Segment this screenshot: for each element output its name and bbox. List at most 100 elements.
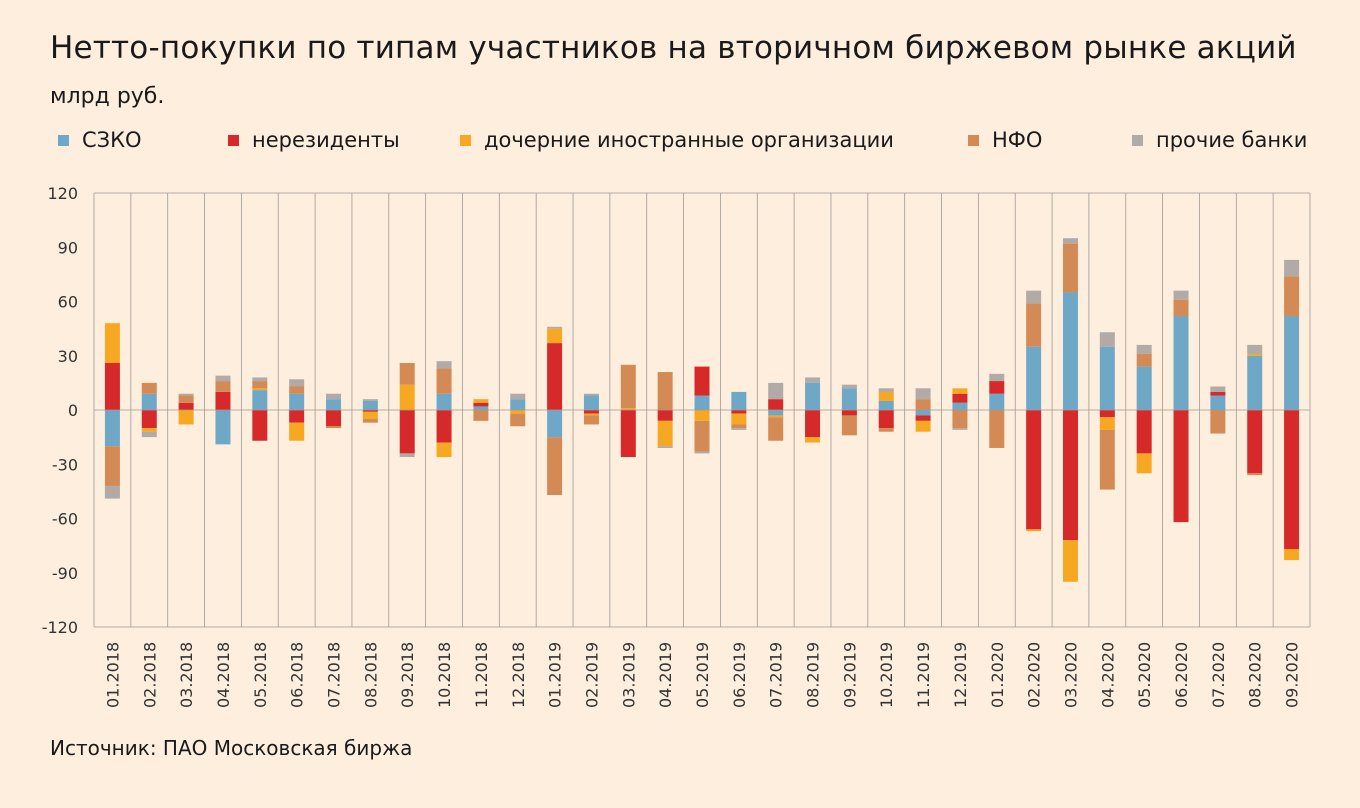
source-note: Источник: ПАО Московская биржа <box>50 736 413 760</box>
bar-segment-s4-02.2020 <box>1026 290 1042 304</box>
bar-segment-s0-04.2018 <box>215 410 231 445</box>
bar-segment-s1-06.2020 <box>1173 410 1189 523</box>
bar-segment-s2-03.2019 <box>620 408 636 410</box>
bar-segment-s4-04.2020 <box>1099 332 1115 347</box>
x-tick-label: 06.2018 <box>288 642 307 708</box>
bar-segment-s4-09.2019 <box>841 384 857 389</box>
legend-swatch-nfo <box>968 134 979 146</box>
x-tick-label: 04.2020 <box>1098 642 1117 708</box>
bar-segment-s4-08.2020 <box>1247 344 1263 354</box>
x-tick-label: 03.2019 <box>619 642 638 708</box>
x-tick-label: 02.2018 <box>140 642 159 708</box>
chart-subtitle: млрд руб. <box>50 84 165 109</box>
bar-segment-s1-07.2019 <box>768 399 784 410</box>
bar-segment-s4-06.2018 <box>289 379 305 387</box>
bar-segment-s3-07.2020 <box>1210 410 1226 434</box>
bar-segment-s3-11.2019 <box>915 399 931 410</box>
x-tick-label: 05.2020 <box>1135 642 1154 708</box>
x-tick-label: 02.2019 <box>582 642 601 708</box>
x-tick-label: 03.2020 <box>1061 642 1080 708</box>
bar-segment-s2-05.2018 <box>252 388 268 391</box>
bar-segment-s0-08.2020 <box>1247 355 1263 410</box>
x-tick-label: 12.2018 <box>509 642 528 708</box>
bar-segment-s1-08.2018 <box>362 410 378 412</box>
bar-segment-s3-05.2018 <box>252 381 268 389</box>
x-tick-label: 08.2020 <box>1246 642 1265 708</box>
bar-segment-s3-07.2018 <box>326 426 342 429</box>
bar-segment-s1-07.2018 <box>326 410 342 427</box>
bar-segment-s3-06.2019 <box>731 424 747 429</box>
y-tick-label: 120 <box>47 184 78 203</box>
bar-segment-s2-06.2019 <box>731 413 747 425</box>
bar-segment-s1-09.2019 <box>841 410 857 416</box>
bar-segment-s1-06.2019 <box>731 410 747 414</box>
x-tick-label: 02.2020 <box>1025 642 1044 708</box>
bar-segment-s0-06.2020 <box>1173 315 1189 410</box>
bar-segment-s1-01.2018 <box>104 362 120 410</box>
bar-segment-s3-01.2018 <box>104 446 120 486</box>
bar-segment-s3-09.2019 <box>841 415 857 436</box>
bar-segment-s0-03.2020 <box>1062 292 1078 410</box>
bar-segment-s4-03.2018 <box>178 393 194 396</box>
bar-segment-s0-01.2020 <box>989 393 1005 410</box>
x-tick-label: 07.2018 <box>325 642 344 708</box>
bar-segment-s2-01.2018 <box>104 323 120 363</box>
bar-segment-s0-09.2020 <box>1284 315 1300 410</box>
bar-segment-s0-05.2018 <box>252 390 268 410</box>
legend-item-nonresidents: нерезиденты <box>228 128 400 152</box>
x-tick-label: 09.2020 <box>1283 642 1302 708</box>
bar-segment-s3-06.2020 <box>1173 299 1189 316</box>
bar-segment-s3-07.2019 <box>768 417 784 441</box>
bar-segment-s4-07.2018 <box>326 393 342 400</box>
bar-segment-s2-04.2020 <box>1099 417 1115 430</box>
bar-segment-s3-09.2020 <box>1284 276 1300 316</box>
bar-segment-s2-05.2020 <box>1136 453 1152 474</box>
y-tick-label: 90 <box>58 238 78 257</box>
bar-segment-s0-07.2020 <box>1210 395 1226 410</box>
x-tick-label: 08.2019 <box>804 642 823 708</box>
y-tick-label: 60 <box>58 293 78 312</box>
bar-segment-s4-09.2018 <box>399 453 415 458</box>
bar-segment-s4-12.2018 <box>510 393 526 400</box>
x-tick-label: 10.2018 <box>435 642 454 708</box>
bar-segment-s2-09.2020 <box>1284 549 1300 561</box>
bar-segment-s0-11.2018 <box>473 406 489 410</box>
bar-segment-s2-11.2018 <box>473 399 489 403</box>
bar-segment-s0-01.2019 <box>547 410 563 438</box>
bar-segment-s2-03.2020 <box>1062 540 1078 582</box>
bar-segment-s1-05.2018 <box>252 410 268 441</box>
bar-segment-s4-04.2019 <box>657 446 673 448</box>
bar-segment-s1-05.2020 <box>1136 410 1152 454</box>
bar-segment-s1-04.2019 <box>657 410 673 421</box>
bar-segment-s2-12.2018 <box>510 410 526 414</box>
legend-item-szko: СЗКО <box>58 128 142 152</box>
bar-segment-s1-02.2018 <box>141 410 157 429</box>
bar-segment-s1-07.2020 <box>1210 391 1226 396</box>
bar-segment-s4-01.2018 <box>104 485 120 499</box>
x-tick-label: 03.2018 <box>177 642 196 708</box>
bar-segment-s0-10.2018 <box>436 393 452 410</box>
legend-item-other-banks: прочие банки <box>1132 128 1307 152</box>
bar-segment-s3-09.2018 <box>399 362 415 385</box>
x-tick-label: 01.2019 <box>546 642 565 708</box>
bar-segment-s0-02.2020 <box>1026 346 1042 410</box>
bar-segment-s2-10.2018 <box>436 442 452 458</box>
x-tick-label: 01.2020 <box>988 642 1007 708</box>
bar-segment-s3-02.2020 <box>1026 303 1042 347</box>
bar-segment-s2-07.2019 <box>768 415 784 418</box>
legend-label-nfo: НФО <box>992 128 1043 152</box>
bar-segment-s3-12.2019 <box>952 410 968 429</box>
bar-segment-s1-08.2019 <box>805 410 821 438</box>
y-tick-label: -120 <box>42 618 78 637</box>
bar-segment-s1-02.2019 <box>583 410 599 414</box>
bar-segment-s2-01.2019 <box>547 328 563 344</box>
bar-segment-s0-02.2019 <box>583 395 599 410</box>
bar-segment-s2-08.2018 <box>362 411 378 420</box>
x-tick-label: 08.2018 <box>361 642 380 708</box>
bar-segment-s3-04.2018 <box>215 381 231 392</box>
bar-segment-s2-04.2019 <box>657 420 673 447</box>
bar-segment-s2-09.2018 <box>399 384 415 410</box>
legend-item-foreign-subsidiaries: дочерние иностранные организации <box>460 128 894 152</box>
bar-segment-s2-08.2019 <box>805 437 821 443</box>
bar-segment-s1-04.2020 <box>1099 410 1115 418</box>
